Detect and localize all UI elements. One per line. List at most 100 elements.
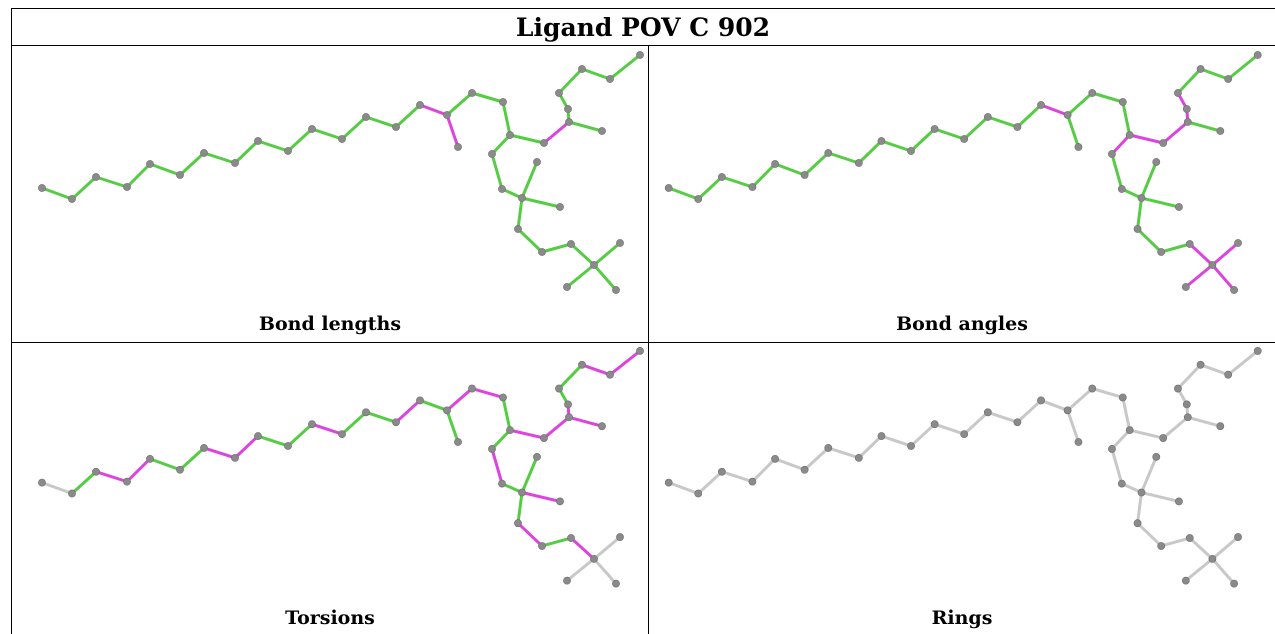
bond [592,241,622,267]
atom [200,149,208,157]
bond [1110,152,1124,191]
atom [563,283,571,291]
atom [506,426,514,435]
bond [394,103,422,129]
bond [340,410,368,436]
panel-bond-lengths: Bond lengths [12,47,648,342]
bond [520,196,562,209]
atom [38,184,46,192]
bond [202,446,237,460]
bond [470,91,505,104]
bond [1199,363,1230,377]
bond [148,457,182,472]
bond [773,457,807,472]
bond [520,160,539,200]
middle-divider [648,46,649,634]
molecule-bond-lengths [38,51,644,294]
atom [1157,542,1166,550]
bond [1110,428,1132,451]
atom [556,203,564,211]
atom [123,183,131,191]
bond [542,415,571,440]
atom [176,465,184,474]
atom [1133,225,1142,233]
bond [1136,227,1163,254]
atom [1125,131,1134,139]
atom [1133,519,1142,528]
atom [284,147,292,155]
atom [907,442,915,450]
bond [803,446,830,472]
bond [1128,428,1165,440]
bond [1066,113,1080,149]
atom [1117,479,1126,488]
panel-rings: Rings [649,343,1275,634]
bond [310,127,344,141]
atom [1088,384,1097,393]
bond [696,175,724,201]
bond [826,151,861,165]
atom [1152,158,1161,166]
atom [590,261,598,269]
atom [636,51,644,59]
bond [508,133,546,145]
bond [1136,196,1143,231]
panel-caption: Torsions [285,607,375,629]
atom [488,445,496,453]
atom [284,442,292,450]
bond [580,67,612,81]
bond [1210,535,1240,561]
atom [877,432,886,440]
bond [1161,415,1190,440]
atom [1224,370,1233,379]
bond [1140,455,1158,495]
bond [233,434,260,460]
bond [256,434,290,448]
bond [394,398,422,424]
atom [1181,576,1190,585]
bond [1136,491,1143,525]
atom [533,158,541,166]
atom [664,478,673,487]
bond [516,491,524,525]
panel-caption: Rings [931,607,993,629]
atom [254,137,262,145]
bond [608,53,642,81]
atom [1118,98,1127,106]
atom [146,160,154,168]
atom [1196,65,1205,73]
atom [717,173,726,181]
atom [1108,445,1116,453]
atom [1208,261,1217,269]
atom [499,98,507,106]
bond [364,410,398,424]
bond [1226,349,1260,377]
bond [1199,67,1230,81]
bond [520,491,562,503]
bond [750,162,777,189]
bond [909,422,937,448]
atom [1159,139,1168,147]
bond [94,175,129,189]
atom [748,477,757,486]
bond [501,395,512,432]
atom [254,432,262,440]
bond [962,410,990,436]
bond [1039,398,1070,412]
bond [1121,100,1132,137]
atom [983,408,992,417]
atom [123,477,131,486]
bond [592,557,618,586]
panel-torsions: Torsions [12,343,648,634]
atom [468,384,476,393]
atom [1182,105,1191,113]
atom [1159,434,1168,442]
bond [720,470,754,484]
atom [1157,248,1166,256]
bond [1015,398,1043,424]
atom [590,554,598,563]
atom [567,534,575,542]
bond [516,227,544,254]
bond [1184,263,1214,289]
atom [1253,347,1262,355]
